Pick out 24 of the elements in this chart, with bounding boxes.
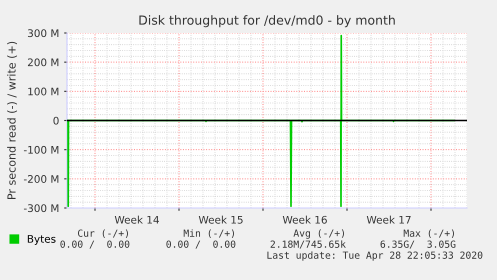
text: Min (-/+)	[184, 229, 234, 238]
x-tick-label: Week 17	[366, 216, 411, 224]
text: 6.35G/ 3.05G	[380, 240, 456, 249]
x-tick-label: Week 14	[114, 216, 159, 224]
text: Max (-/+)	[404, 229, 454, 238]
x-tick-label: Week 15	[198, 216, 243, 224]
y-tick-label: -100 M	[24, 146, 58, 154]
y-tick-label: -300 M	[24, 204, 58, 212]
text: Avg (-/+)	[294, 229, 344, 239]
chart-title: Disk throughput for /dev/md0 - by month	[139, 15, 395, 28]
text: 2.18M/745.65k	[270, 240, 346, 249]
text: Last update: Tue Apr 28 22:05:33 2020	[267, 251, 482, 261]
y-tick-label: 0	[53, 116, 59, 125]
y-tick-label: 200 M	[28, 58, 58, 66]
line-series	[67, 34, 455, 208]
y-tick-label: 300 M	[28, 29, 58, 38]
y-tick-label: 100 M	[28, 88, 58, 96]
text: 0.00 / 0.00	[60, 240, 130, 249]
text: Cur (-/+)	[78, 229, 128, 238]
legend-label: Bytes	[28, 235, 56, 245]
y-tick-label: -200 M	[24, 175, 58, 183]
text: 0.00 / 0.00	[166, 240, 236, 249]
y-axis-title: Pr second read (-) / write (+)	[7, 42, 18, 200]
x-tick-label: Week 16	[282, 216, 327, 224]
